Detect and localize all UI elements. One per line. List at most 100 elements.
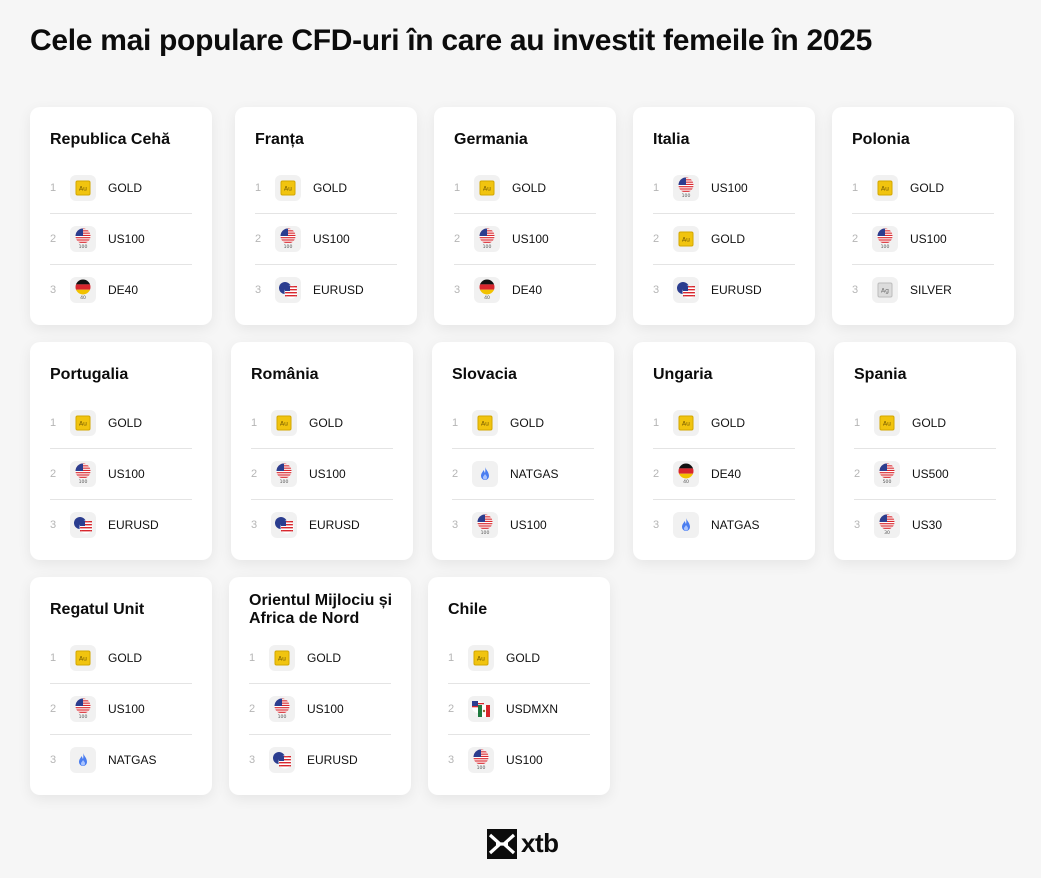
instrument-row: 2 500 US500: [854, 449, 996, 500]
gold-icon: Au: [70, 410, 96, 436]
country-name: Chile: [448, 601, 488, 618]
instrument-row: 3 100 US100: [452, 500, 594, 550]
svg-text:100: 100: [79, 479, 88, 485]
instrument-symbol: SILVER: [910, 283, 952, 297]
country-card: Germania 1 Au GOLD 2 100 US100 3 40 DE40: [434, 107, 616, 325]
instrument-symbol: US100: [512, 232, 549, 246]
instrument-symbol: GOLD: [108, 651, 143, 665]
country-name: Republica Cehă: [50, 131, 171, 148]
instrument-row: 1 Au GOLD: [854, 398, 996, 449]
svg-text:100: 100: [280, 479, 289, 485]
flame-icon: [472, 461, 498, 487]
instrument-row: 3 40 DE40: [454, 265, 596, 315]
eurusd-icon: [275, 277, 301, 303]
instrument-symbol: DE40: [108, 283, 139, 297]
instrument-row: 1 Au GOLD: [249, 633, 391, 684]
instrument-row: 2 USDMXN: [448, 684, 590, 735]
instrument-list: 1 Au GOLD 2 100 US100 3 40 DE40: [454, 163, 596, 315]
svg-text:100: 100: [881, 244, 890, 250]
instrument-row: 3 EURUSD: [255, 265, 397, 315]
gold-icon: Au: [269, 645, 295, 671]
instrument-row: 3 EURUSD: [249, 735, 391, 785]
instrument-row: 3 Ag SILVER: [852, 265, 994, 315]
gold-icon: Au: [472, 410, 498, 436]
instrument-row: 3 30 US30: [854, 500, 996, 550]
country-name: Franța: [255, 131, 304, 148]
svg-text:Au: Au: [483, 186, 491, 193]
rank-number: 2: [448, 703, 455, 715]
rank-number: 1: [854, 417, 861, 429]
rank-number: 3: [50, 519, 57, 531]
svg-text:Au: Au: [79, 656, 87, 663]
rank-number: 3: [653, 519, 660, 531]
instrument-symbol: USDMXN: [506, 702, 559, 716]
instrument-row: 2 100 US100: [251, 449, 393, 500]
us-flag-icon: 100: [468, 747, 494, 773]
instrument-symbol: GOLD: [510, 416, 545, 430]
eurusd-icon: [269, 747, 295, 773]
rank-number: 2: [854, 468, 861, 480]
xtb-logo-icon: [487, 828, 517, 859]
us-flag-icon: 100: [271, 461, 297, 487]
instrument-symbol: EURUSD: [309, 518, 360, 532]
instrument-row: 1 Au GOLD: [50, 398, 192, 449]
gold-icon: Au: [474, 175, 500, 201]
svg-text:30: 30: [884, 530, 890, 536]
usdmxn-icon: [468, 696, 494, 722]
eurusd-icon: [70, 512, 96, 538]
instrument-list: 1 Au GOLD 2 40 DE40 3 NATGAS: [653, 398, 795, 550]
country-name: Regatul Unit: [50, 601, 145, 618]
instrument-list: 1 Au GOLD 2 100 US100 3 EURUSD: [50, 398, 192, 550]
instrument-symbol: DE40: [512, 283, 543, 297]
svg-text:100: 100: [278, 714, 287, 720]
country-name: Slovacia: [452, 366, 517, 383]
gold-icon: Au: [70, 645, 96, 671]
country-name: Orientul Mijlociu și Africa de Nord: [249, 592, 393, 627]
instrument-symbol: GOLD: [512, 181, 547, 195]
instrument-list: 1 Au GOLD 2 100 US100 3 EURUSD: [255, 163, 397, 315]
instrument-row: 3 EURUSD: [251, 500, 393, 550]
svg-text:Au: Au: [79, 421, 87, 428]
svg-text:40: 40: [80, 295, 86, 301]
instrument-list: 1 Au GOLD 2 100 US100 3 NATGAS: [50, 633, 192, 785]
rank-number: 1: [50, 182, 57, 194]
instrument-row: 2 100 US100: [50, 684, 192, 735]
instrument-symbol: GOLD: [711, 232, 746, 246]
instrument-symbol: US100: [711, 181, 748, 195]
instrument-symbol: US100: [313, 232, 350, 246]
instrument-symbol: EURUSD: [307, 753, 358, 767]
instrument-row: 1 Au GOLD: [255, 163, 397, 214]
silver-icon: Ag: [872, 277, 898, 303]
country-card: Slovacia 1 Au GOLD 2 NATGAS 3 100 US100: [432, 342, 614, 560]
instrument-symbol: NATGAS: [711, 518, 760, 532]
country-card: Chile 1 Au GOLD 2 USDMXN 3 100 US100: [428, 577, 610, 795]
instrument-row: 2 100 US100: [249, 684, 391, 735]
instrument-row: 3 100 US100: [448, 735, 590, 785]
gold-icon: Au: [70, 175, 96, 201]
svg-text:100: 100: [483, 244, 492, 250]
us-flag-icon: 30: [874, 512, 900, 538]
instrument-symbol: EURUSD: [711, 283, 762, 297]
us-flag-icon: 100: [474, 226, 500, 252]
rank-number: 3: [448, 754, 455, 766]
svg-text:100: 100: [682, 193, 691, 199]
rank-number: 2: [454, 233, 461, 245]
svg-text:Au: Au: [278, 656, 286, 663]
rank-number: 3: [454, 284, 461, 296]
rank-number: 3: [251, 519, 258, 531]
country-card: Spania 1 Au GOLD 2 500 US500 3 30 US30: [834, 342, 1016, 560]
svg-text:100: 100: [481, 530, 490, 536]
instrument-row: 2 100 US100: [454, 214, 596, 265]
rank-number: 1: [852, 182, 859, 194]
rank-number: 2: [653, 233, 660, 245]
instrument-row: 1 Au GOLD: [452, 398, 594, 449]
country-card: Orientul Mijlociu și Africa de Nord 1 Au GO…: [229, 577, 411, 795]
instrument-row: 2 100 US100: [255, 214, 397, 265]
instrument-symbol: US100: [510, 518, 547, 532]
instrument-list: 1 Au GOLD 2 100 US100 3 EURUSD: [249, 633, 391, 785]
us-flag-icon: 500: [874, 461, 900, 487]
instrument-symbol: US100: [910, 232, 947, 246]
eurusd-icon: [271, 512, 297, 538]
de-flag-icon: 40: [673, 461, 699, 487]
country-name: România: [251, 366, 319, 383]
